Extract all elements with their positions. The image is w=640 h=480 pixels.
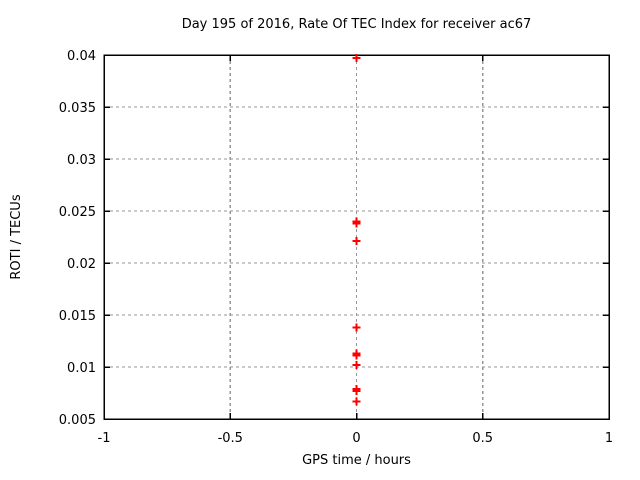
chart-title: Day 195 of 2016, Rate Of TEC Index for r… xyxy=(181,17,532,32)
x-axis-label: GPS time / hours xyxy=(302,453,411,468)
x-tick-label: 0.5 xyxy=(472,431,493,446)
y-tick-label: 0.005 xyxy=(59,413,96,428)
x-tick-label: 1 xyxy=(605,431,613,446)
y-tick-label: 0.035 xyxy=(59,101,96,116)
y-tick-label: 0.02 xyxy=(67,257,96,272)
y-tick-label: 0.015 xyxy=(59,309,96,324)
x-tick-label: 0 xyxy=(352,431,360,446)
y-tick-label: 0.025 xyxy=(59,205,96,220)
y-tick-label: 0.04 xyxy=(67,49,96,64)
y-tick-label: 0.01 xyxy=(67,361,96,376)
x-tick-label: -0.5 xyxy=(218,431,243,446)
x-tick-label: -1 xyxy=(98,431,111,446)
y-tick-label: 0.03 xyxy=(67,153,96,168)
